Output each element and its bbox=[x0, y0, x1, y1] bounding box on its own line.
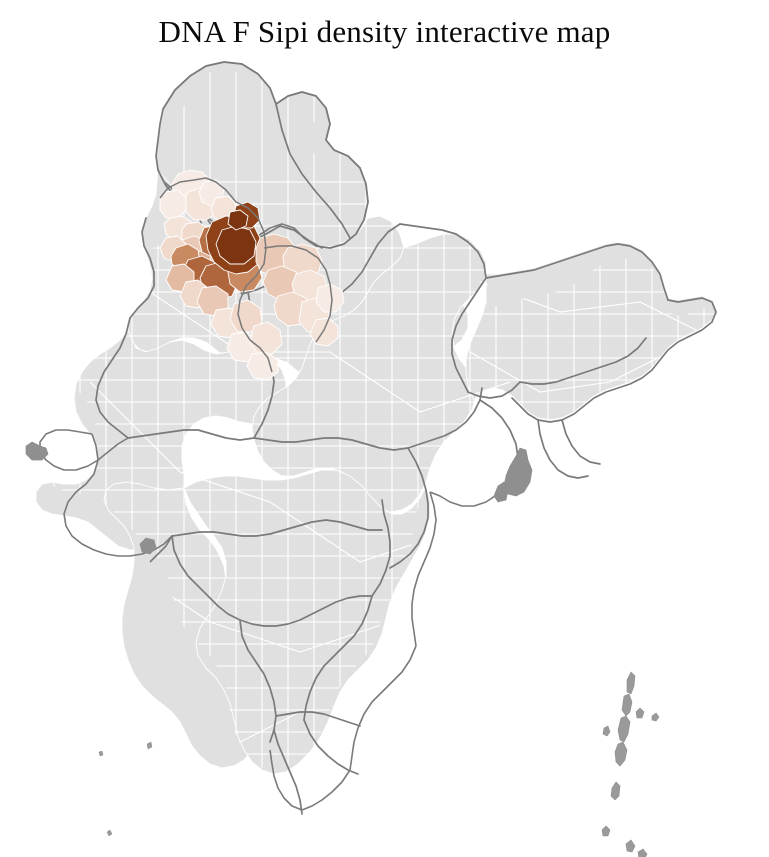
choropleth-highlight[interactable] bbox=[159, 169, 345, 381]
coastal-features bbox=[25, 441, 533, 555]
andaman-nicobar-islands bbox=[601, 671, 660, 857]
india-map-svg[interactable] bbox=[0, 52, 769, 857]
page-title: DNA F Sipi density interactive map bbox=[158, 14, 611, 49]
india-outline bbox=[162, 61, 369, 249]
lakshadweep-islands bbox=[98, 741, 153, 837]
map-canvas[interactable] bbox=[0, 52, 769, 857]
india-landmass bbox=[35, 61, 717, 775]
